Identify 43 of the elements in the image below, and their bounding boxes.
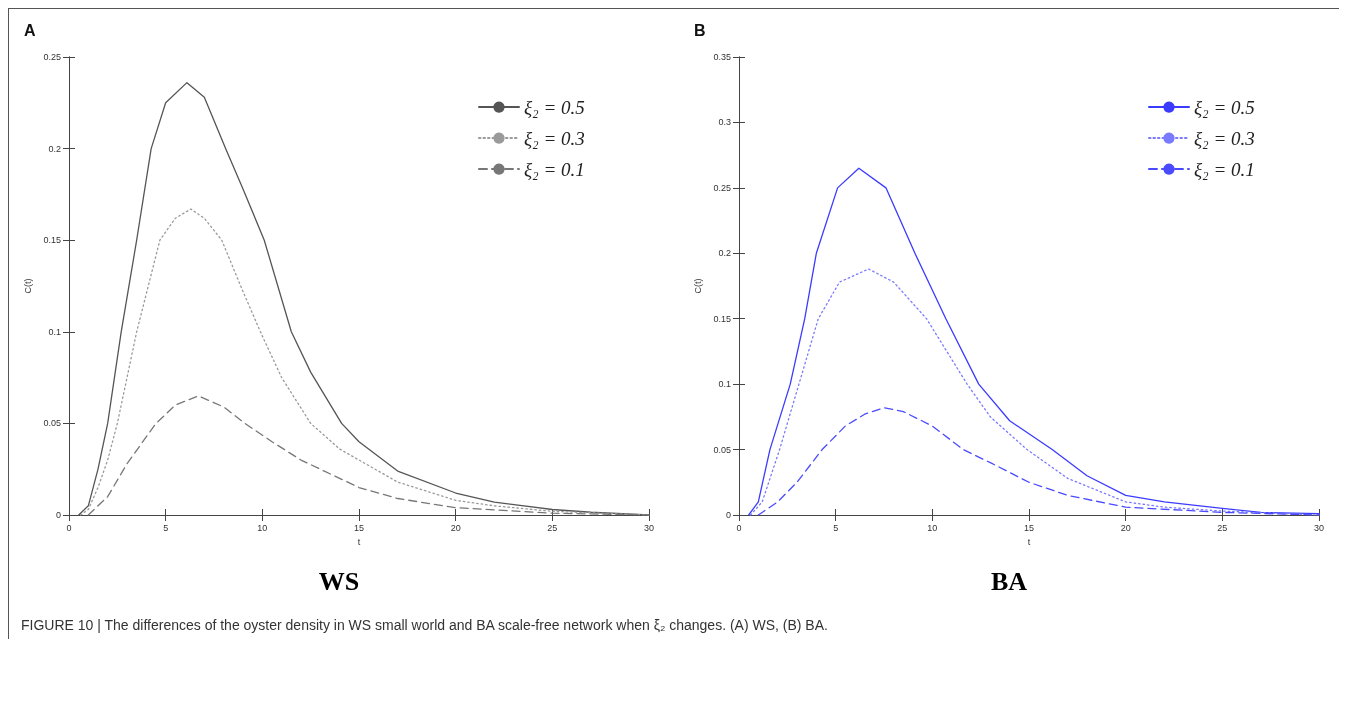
text: BA [989,567,1029,598]
y-tick-label: 0.05 [713,444,731,455]
y-tick-label: 0.1 [718,379,731,390]
x-tick-label: 10 [927,522,938,533]
y-tick-label: 0.15 [713,313,731,324]
legend-label: ξ₂ = 0.5 [1193,96,1255,118]
legend-label: ξ₂ = 0.1 [523,158,585,180]
x-tick-label: 30 [643,522,655,533]
y-tick-label: 0.2 [48,143,61,154]
y-axis-title: C(t) [693,278,704,294]
x-axis-title: t [357,536,361,547]
x-tick-label: 10 [257,522,268,533]
x-tick-label: 5 [163,522,169,533]
y-tick-label: 0.25 [43,52,61,62]
y-axis-title: C(t) [23,278,34,294]
y-tick-label: 0.2 [718,248,731,259]
y-tick-label: 0.25 [713,182,731,193]
legend-label: ξ₂ = 0.3 [523,127,585,149]
x-tick-label: 30 [1313,522,1325,533]
x-tick-label: 5 [833,522,839,533]
y-tick-label: 0.35 [713,52,731,62]
chart-title: B [694,21,706,39]
x-tick-label: 0 [66,522,72,533]
chart-title: A [24,21,36,39]
x-tick-label: 15 [1023,522,1035,533]
x-tick-label: 25 [547,522,558,533]
x-tick-label: 25 [1217,522,1228,533]
caption: FIGURE 10 | The differences of the oyster density in WS small world and BA scale-free network when ξ₂ changes. (A) WS, (B) BA. [20,616,829,635]
text: WS [317,567,361,598]
legend-label: ξ₂ = 0.3 [1193,127,1255,149]
y-tick-label: 0.15 [43,235,61,246]
legend-label: ξ₂ = 0.5 [523,96,585,118]
x-tick-label: 0 [736,522,742,533]
y-tick-label: 0.3 [718,117,731,128]
y-tick-label: 0.05 [43,418,61,429]
x-tick-label: 15 [353,522,365,533]
legend-label: ξ₂ = 0.1 [1193,158,1255,180]
x-tick-label: 20 [450,522,461,533]
x-axis-title: t [1027,536,1031,547]
y-tick-label: 0.1 [48,326,61,337]
y-tick-label: 0 [725,510,731,520]
x-tick-label: 20 [1120,522,1131,533]
y-tick-label: 0 [55,510,61,520]
